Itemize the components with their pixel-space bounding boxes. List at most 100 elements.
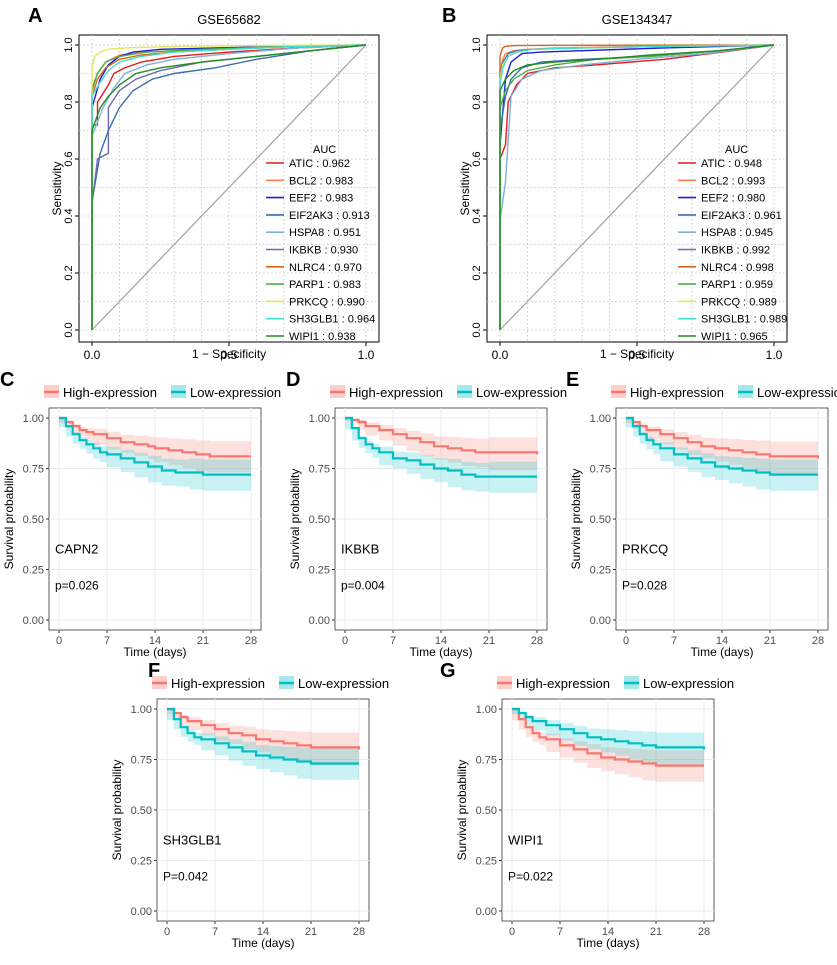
legend-entry-low: Low-expression: [298, 676, 389, 691]
y-tick-label: 0.4: [63, 208, 75, 223]
legend-entry-high: High-expression: [349, 385, 443, 400]
x-tick-label: 28: [245, 635, 257, 647]
km-chart-d: High-expression Low-expression IKBKB p=0.00…: [288, 385, 567, 659]
legend-entry-ikbkb: IKBKB : 0.992: [701, 245, 770, 257]
panel-label-c: C: [0, 369, 14, 391]
y-tick-label: 1.00: [309, 413, 330, 425]
x-tick-label: 14: [602, 926, 614, 938]
y-axis-label: Survival probability: [455, 760, 469, 861]
y-tick-label: 1.00: [23, 413, 44, 425]
survival-curve-high-expression: [512, 707, 704, 767]
x-tick-label: 0.5: [221, 348, 238, 362]
x-tick-label: 0: [509, 926, 515, 938]
legend-entry-atic: ATIC : 0.962: [289, 158, 350, 170]
x-tick-label: 28: [812, 635, 824, 647]
y-tick-label: 0.00: [23, 615, 44, 627]
gene-label: WIPI1: [508, 832, 543, 847]
survival-curve-low-expression: [626, 416, 818, 476]
legend-entry-hspa8: HSPA8 : 0.951: [289, 227, 361, 239]
y-axis-label: Survival probability: [569, 469, 583, 570]
x-tick-label: 0: [623, 635, 629, 647]
legend-entry-atic: ATIC : 0.948: [701, 158, 762, 170]
y-tick-label: 0.75: [23, 464, 44, 476]
p-value: p=0.026: [55, 579, 99, 593]
roc-curve-hspa8: [91, 44, 367, 330]
survival-curve-high-expression: [59, 416, 251, 458]
y-tick-label: 1.00: [476, 704, 497, 716]
y-tick-label: 0.0: [63, 322, 75, 337]
legend-entry-sh3glb1: SH3GLB1 : 0.989: [701, 314, 787, 326]
roc-curve-atic: [499, 44, 775, 330]
x-tick-label: 7: [557, 926, 563, 938]
x-tick-label: 21: [305, 926, 317, 938]
legend-entry-hspa8: HSPA8 : 0.945: [701, 227, 773, 239]
y-tick-label: 0.0: [471, 322, 483, 337]
x-tick-label: 14: [149, 635, 161, 647]
roc-curve-nlrc4: [499, 44, 775, 330]
legend-entry-eef2: EEF2 : 0.980: [701, 193, 765, 205]
panel-label-f: F: [148, 660, 160, 682]
survival-curve-high-expression: [167, 707, 361, 750]
y-tick-label: 0.50: [476, 805, 497, 817]
legend-entry-bcl2: BCL2 : 0.983: [289, 175, 353, 187]
y-tick-label: 0.8: [471, 94, 483, 109]
legend-entry-ikbkb: IKBKB : 0.930: [289, 245, 358, 257]
x-axis-label: Time (days): [124, 645, 187, 659]
roc-curve-wipi1: [91, 44, 367, 330]
km-chart-e: High-expression Low-expression PRKCQ P=0.02…: [569, 385, 837, 659]
survival-curve-high-expression: [345, 416, 539, 455]
x-tick-label: 0: [56, 635, 62, 647]
chart-title: GSE65682: [197, 12, 261, 27]
gene-label: CAPN2: [55, 541, 98, 556]
legend-entry-prkcq: PRKCQ : 0.990: [289, 296, 365, 308]
legend-entry-low: Low-expression: [643, 676, 734, 691]
y-tick-label: 0.25: [23, 565, 44, 577]
x-axis-label: Time (days): [691, 645, 754, 659]
x-axis-label: Time (days): [232, 936, 295, 950]
x-tick-label: 28: [353, 926, 365, 938]
y-tick-label: 0.75: [131, 755, 152, 767]
legend-title: AUC: [725, 144, 748, 156]
y-axis-label: Survival probability: [288, 469, 302, 570]
legend-title: AUC: [313, 144, 336, 156]
legend-entry-high: High-expression: [171, 676, 265, 691]
survival-curve-high-expression: [626, 416, 820, 459]
x-tick-label: 28: [698, 926, 710, 938]
gene-label: PRKCQ: [622, 541, 668, 556]
x-tick-label: 21: [197, 635, 209, 647]
y-tick-label: 1.0: [471, 37, 483, 52]
p-value: P=0.022: [508, 870, 553, 884]
survival-curve-low-expression: [512, 707, 706, 750]
x-tick-label: 0.0: [84, 348, 101, 362]
panel-label-g: G: [440, 660, 456, 682]
roc-curve-parp1: [91, 44, 367, 330]
legend-entry-prkcq: PRKCQ : 0.989: [701, 296, 777, 308]
x-tick-label: 14: [435, 635, 447, 647]
legend-entry-eef2: EEF2 : 0.983: [289, 193, 353, 205]
x-tick-label: 0.5: [629, 348, 646, 362]
roc-curve-hspa8: [499, 44, 775, 330]
roc-curve-prkcq: [91, 44, 367, 330]
y-tick-label: 0.00: [476, 906, 497, 918]
x-tick-label: 0.0: [492, 348, 509, 362]
legend-entry-bcl2: BCL2 : 0.993: [701, 175, 765, 187]
km-chart-f: High-expression Low-expression SH3GLB1 P=0.…: [110, 676, 389, 950]
y-tick-label: 0.25: [131, 856, 152, 868]
x-axis-label: Time (days): [577, 936, 640, 950]
y-tick-label: 0.00: [590, 615, 611, 627]
x-tick-label: 14: [257, 926, 269, 938]
roc-curve-sh3glb1: [499, 44, 775, 330]
legend-entry-parp1: PARP1 : 0.983: [289, 279, 361, 291]
y-tick-label: 0.75: [309, 464, 330, 476]
y-tick-label: 0.75: [590, 464, 611, 476]
legend-entry-low: Low-expression: [190, 385, 281, 400]
x-tick-label: 1.0: [358, 348, 375, 362]
roc-curve-sh3glb1: [91, 44, 367, 330]
y-tick-label: 0.50: [23, 514, 44, 526]
legend-entry-low: Low-expression: [476, 385, 567, 400]
survival-curve-low-expression: [59, 416, 251, 476]
ci-band-second: [512, 709, 704, 766]
roc-chart-b: GSE134347 0.0 0.2 0.4 0.6 0.8 1.0 0.0 0.5 1.0 1 − …: [458, 12, 788, 362]
y-tick-label: 0.25: [476, 856, 497, 868]
y-tick-label: 0.6: [63, 151, 75, 166]
